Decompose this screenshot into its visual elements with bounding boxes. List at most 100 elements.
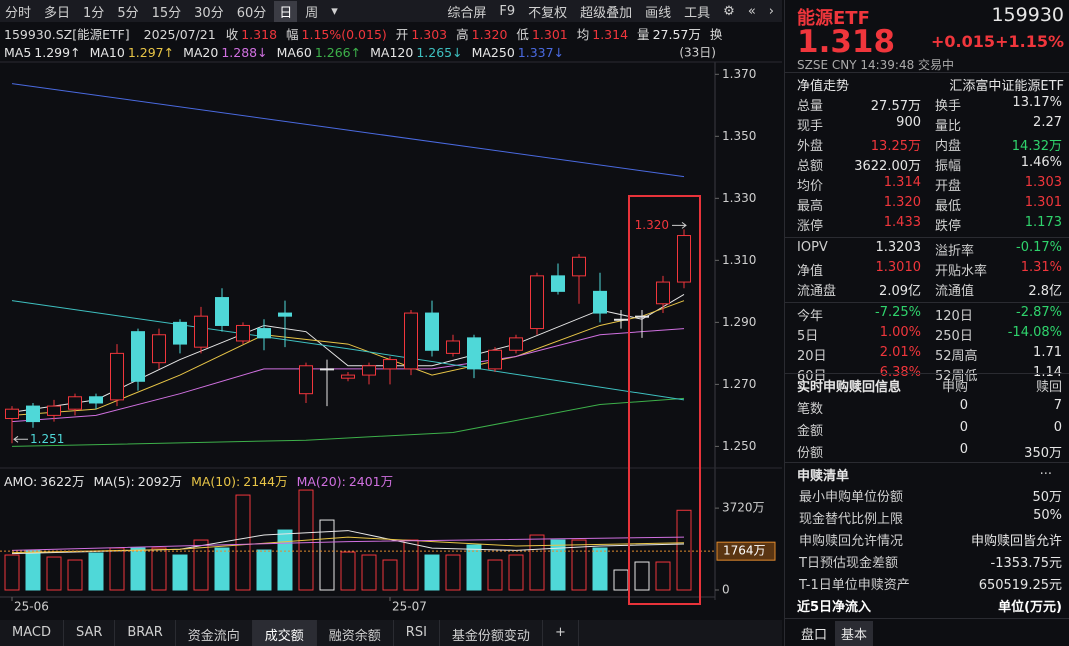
toolbar-action[interactable]: ⚙ xyxy=(723,3,735,19)
period-button[interactable]: 分时 xyxy=(5,5,32,21)
toolbar-action[interactable]: « xyxy=(747,3,756,19)
field-label: 收 xyxy=(225,27,239,42)
ma-line xyxy=(11,397,685,447)
chart: (33日) 1.250 1.270 1.290 1.310 1.330 1.350 1.370… xyxy=(0,46,782,614)
toolbar-action[interactable]: 综合屏 xyxy=(447,5,487,21)
period-button[interactable]: 60分 xyxy=(236,5,267,21)
section-title: 净值走势 xyxy=(797,79,850,94)
volume-bar xyxy=(25,549,41,591)
panel-tab[interactable]: 盘口 xyxy=(801,628,828,643)
volume-bar xyxy=(403,539,419,591)
row-value: 2.8亿 xyxy=(1028,284,1062,299)
candle-body xyxy=(404,312,418,370)
indicator-tab[interactable]: 融资余额 xyxy=(317,620,394,646)
toolbar-action[interactable]: 超级叠加 xyxy=(580,5,633,21)
field-value: 1.303 xyxy=(411,27,448,42)
volume-legend-value: 2401万 xyxy=(348,474,394,489)
indicator-tab[interactable]: 资金流向 xyxy=(176,620,253,646)
volume-legend-value: 2144万 xyxy=(243,474,288,489)
row-value: 1.433 xyxy=(883,215,921,230)
row-label: 5日 xyxy=(797,329,819,344)
row-label: 开盘 xyxy=(935,179,962,194)
toolbar: 分时 多日 1分 5分 15分 30分 60分日周 ▾ 综合屏 F9 不复权 超级叠加 画线 工具 ⚙ « › xyxy=(0,0,782,22)
row-label: 跌停 xyxy=(935,219,962,234)
candle-body xyxy=(677,235,691,283)
toolbar-action[interactable]: 不复权 xyxy=(528,5,568,21)
candle-body xyxy=(257,328,271,339)
sep xyxy=(785,462,1069,463)
volume-bar xyxy=(655,561,671,591)
indicator-tab[interactable]: SAR xyxy=(64,620,116,646)
period-button[interactable]: 多日 xyxy=(44,5,71,21)
row-label: 外盘 xyxy=(797,139,824,154)
y-tick-label: 0 xyxy=(722,583,730,597)
volume-bar xyxy=(529,534,545,591)
field-label: 高 xyxy=(456,27,469,42)
row-value: 14.32万 xyxy=(1011,139,1062,154)
volume-bar xyxy=(571,539,587,591)
section-title: 实时申购赎回信息 xyxy=(797,380,902,395)
row-label: 金额 xyxy=(797,424,824,439)
indicator-tab[interactable]: + xyxy=(543,620,579,646)
row-value: 1.31% xyxy=(1020,260,1062,275)
toolbar-action[interactable]: 工具 xyxy=(684,5,711,21)
period-button[interactable]: 周 xyxy=(305,5,319,21)
row-value: 50万 xyxy=(1032,490,1062,505)
toolbar-action[interactable]: 画线 xyxy=(645,5,672,21)
row-value: 1.3203 xyxy=(875,240,922,255)
row-value: 1.301 xyxy=(1024,195,1062,210)
row-value: 申购赎回皆允许 xyxy=(970,534,1062,549)
toolbar-action[interactable]: › xyxy=(768,3,774,19)
period-button[interactable]: ▾ xyxy=(331,3,338,19)
indicator-tab[interactable]: 成交额 xyxy=(252,620,317,646)
row-value: 50% xyxy=(1033,508,1062,523)
volume-bar xyxy=(256,549,272,591)
row-value: 27.57万 xyxy=(870,99,921,114)
row-value: 1.71 xyxy=(1033,345,1062,360)
period-button[interactable]: 15分 xyxy=(151,5,182,21)
row-label: 现手 xyxy=(797,119,824,134)
volume-bar xyxy=(508,554,524,591)
volume-bar xyxy=(340,551,356,591)
row-value: -1353.75元 xyxy=(990,556,1062,571)
candle-body xyxy=(299,365,313,395)
row-value: 1.173 xyxy=(1024,215,1062,230)
y-tick-label: 1.270 xyxy=(722,377,756,391)
sep xyxy=(785,237,1069,238)
volume-bar xyxy=(676,509,692,591)
column-head: 申购 xyxy=(941,380,968,395)
row-label: T日预估现金差额 xyxy=(799,556,898,571)
row-value: 1.46% xyxy=(1020,155,1062,170)
sep xyxy=(785,373,1069,374)
indicator-tab[interactable]: MACD xyxy=(0,620,64,646)
fund-full-name: 汇添富中证能源ETF xyxy=(949,79,1064,94)
current-volume-label: 1764万 xyxy=(723,544,766,558)
panel-tab[interactable]: 基本 xyxy=(835,621,874,646)
indicator-tab[interactable]: 基金份额变动 xyxy=(440,620,543,646)
current-volume-box xyxy=(716,541,776,561)
field-value: 1.314 xyxy=(592,27,629,42)
ma-line xyxy=(11,536,685,554)
y-tick-label: 1.350 xyxy=(722,129,756,143)
highlight-box xyxy=(628,195,701,605)
candle-body xyxy=(341,374,355,379)
volume-bar xyxy=(466,544,482,591)
more-button[interactable]: ... xyxy=(1039,463,1052,478)
period-button[interactable]: 1分 xyxy=(83,5,105,21)
candle-body xyxy=(488,349,502,370)
candle-body xyxy=(215,297,229,326)
indicator-tab[interactable]: RSI xyxy=(394,620,440,646)
period-button[interactable]: 30分 xyxy=(194,5,224,21)
ma-name: MA5 xyxy=(4,45,32,60)
period-button[interactable]: 日 xyxy=(274,0,298,22)
row-label: 流通盘 xyxy=(797,284,837,299)
volume-legend-value: 3622万 xyxy=(40,474,85,489)
ma-name: MA60 xyxy=(276,45,312,60)
column-head: 赎回 xyxy=(1035,380,1062,395)
row-label: IOPV xyxy=(797,240,828,255)
candle-body xyxy=(278,312,292,317)
indicator-tab[interactable]: BRAR xyxy=(115,620,176,646)
toolbar-action[interactable]: F9 xyxy=(499,3,516,19)
row-label: 最小申购单位份额 xyxy=(799,490,904,505)
period-button[interactable]: 5分 xyxy=(117,5,139,21)
